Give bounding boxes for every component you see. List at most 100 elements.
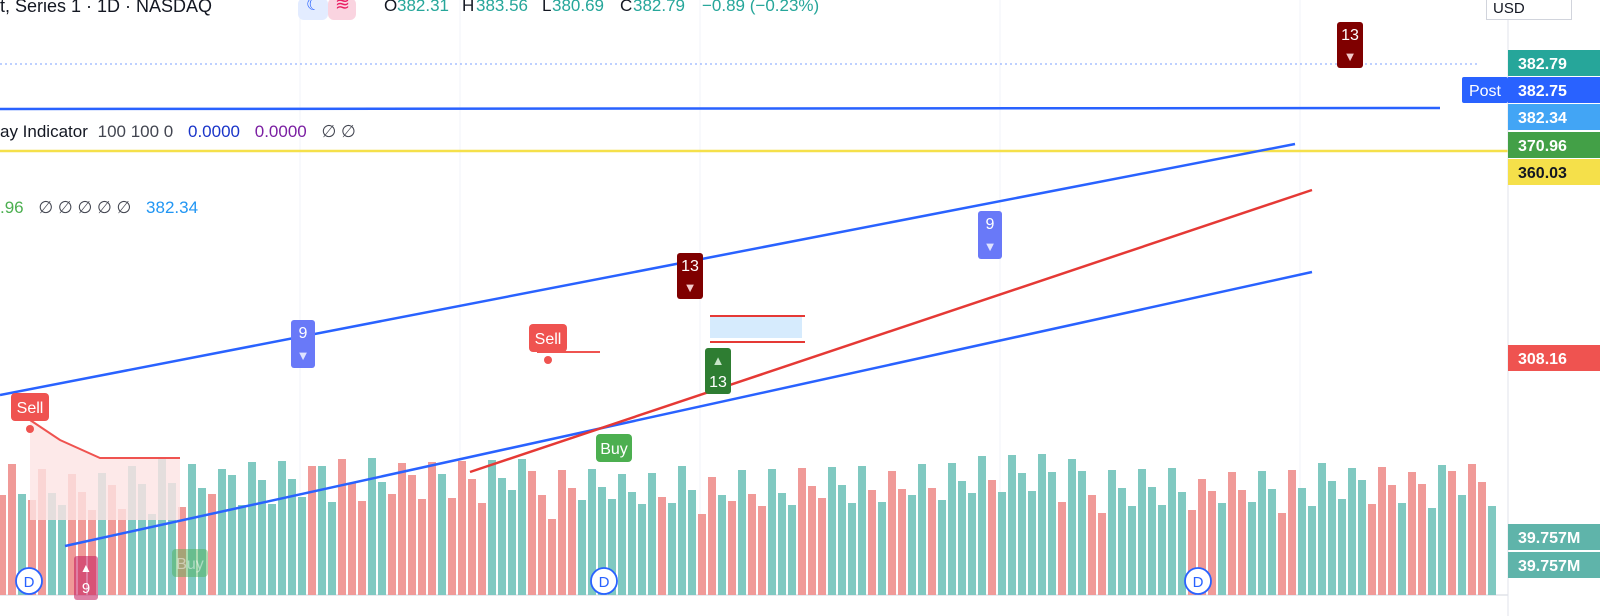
down-arrow-icon: ▼	[1344, 49, 1357, 64]
volume-bar	[18, 494, 26, 595]
volume-bar	[1168, 468, 1176, 595]
volume-label-badge	[1508, 552, 1600, 578]
price-axis[interactable]: 340.00320.00300.00280.00382.79382.75382.…	[1462, 0, 1600, 616]
signal-markers: Sell Sell Buy Buy 9 ▼ 9 ▼ 13 ▼ 13 ▼ ▲ 13 ▲ 9 D D D	[11, 22, 1363, 600]
open-label: O	[384, 0, 398, 15]
volume-bar	[568, 488, 576, 595]
volume-bar	[48, 493, 56, 595]
volume-bar	[58, 505, 66, 595]
volume-bar	[1358, 480, 1366, 595]
volume-bar	[208, 494, 216, 595]
volume-bar	[698, 514, 706, 595]
volume-bar	[358, 501, 366, 595]
seq-label: 9	[986, 216, 995, 233]
sell-marker	[529, 324, 567, 352]
volume-bar	[438, 474, 446, 595]
high-label: H	[462, 0, 475, 15]
trend-lines	[0, 106, 1600, 548]
channel-upper-line	[0, 142, 1296, 397]
volume-bar	[1088, 495, 1096, 595]
seq-label: 9	[299, 325, 308, 342]
volume-bar	[1148, 487, 1156, 595]
volume-bar	[158, 459, 166, 595]
indicator2-value-2: 382.34	[146, 198, 199, 217]
volume-bar	[378, 482, 386, 595]
volume-bar	[688, 490, 696, 595]
volume-bar	[458, 461, 466, 595]
volume-bar	[308, 466, 316, 595]
volume-bar	[1208, 491, 1216, 595]
sell-trail-line	[29, 419, 180, 459]
down-arrow-icon: ▼	[684, 280, 697, 295]
dividend-label: D	[24, 574, 35, 591]
low-value: 380.69	[552, 0, 604, 15]
wave-toggle[interactable]: ≋	[328, 0, 356, 20]
volume-bar	[858, 466, 866, 595]
price-label-badge	[1508, 159, 1600, 185]
volume-bar	[1458, 495, 1466, 595]
price-label-badge	[1508, 132, 1600, 158]
volume-bar	[1288, 470, 1296, 595]
volume-bar	[888, 471, 896, 595]
volume-bar	[528, 471, 536, 595]
indicator-fills	[29, 351, 600, 520]
volume-bar	[1338, 499, 1346, 595]
volume-bar	[1278, 513, 1286, 595]
indicator2-value-1: .96	[0, 198, 24, 217]
volume-bar	[918, 464, 926, 595]
volume-bar	[1018, 473, 1026, 595]
buy-marker	[172, 549, 208, 577]
symbol-title[interactable]: t, Series 1 · 1D · NASDAQ	[0, 0, 213, 16]
indicator-value-1: 0.0000	[188, 122, 240, 141]
volume-bar	[1428, 508, 1436, 595]
volume-bar	[1388, 485, 1396, 595]
volume-bar	[538, 495, 546, 595]
compare-toggle[interactable]: ☾	[298, 0, 328, 20]
resistance-line	[0, 106, 1441, 111]
volume-bar	[1258, 471, 1266, 595]
volume-bar	[338, 459, 346, 595]
buy-label: Buy	[176, 556, 204, 573]
volume-bar	[408, 475, 416, 595]
volume-bar	[1078, 471, 1086, 595]
volume-bar	[1268, 489, 1276, 595]
volume-bar	[38, 469, 46, 595]
volume-bar	[1318, 463, 1326, 595]
volume-bar	[1378, 467, 1386, 595]
currency-selector[interactable]: USD	[1486, 0, 1572, 20]
open-value: 382.31	[397, 0, 449, 15]
volume-bar	[8, 464, 16, 595]
indicator-params: 100 100 0	[97, 122, 174, 141]
volume-bar	[1028, 491, 1036, 595]
volume-bar	[1468, 464, 1476, 595]
volume-bar	[1108, 470, 1116, 595]
volume-bar	[348, 483, 356, 595]
volume-bar	[488, 460, 496, 595]
change-value: −0.89 (−0.23%)	[702, 0, 820, 15]
volume-bar	[268, 504, 276, 595]
volume-bar	[1248, 502, 1256, 595]
volume-bar	[1488, 506, 1496, 595]
volume-bar	[1368, 504, 1376, 595]
indicator-row-1[interactable]: ay Indicator 100 100 0 0.0000 0.0000 ∅ ∅	[0, 122, 356, 142]
volume-bar	[118, 509, 126, 595]
sell-label: Sell	[17, 400, 44, 417]
volume-bar	[1218, 503, 1226, 595]
volume-bar	[298, 497, 306, 595]
price-label: 308.16	[1518, 351, 1567, 368]
volume-bar	[288, 479, 296, 595]
sell-area	[30, 420, 180, 520]
volume-bar	[1158, 505, 1166, 595]
volume-bar	[478, 503, 486, 595]
indicator-row-2[interactable]: .96 ∅ ∅ ∅ ∅ ∅ 382.34	[0, 198, 198, 218]
volume-bars	[0, 454, 1496, 595]
volume-bar	[878, 502, 886, 595]
price-label: 382.34	[1518, 110, 1567, 127]
dividend-label: D	[599, 574, 610, 591]
consolidation-box	[710, 316, 802, 338]
dividend-marker	[15, 567, 43, 595]
volume-bar	[1348, 468, 1356, 595]
volume-bar	[608, 499, 616, 595]
